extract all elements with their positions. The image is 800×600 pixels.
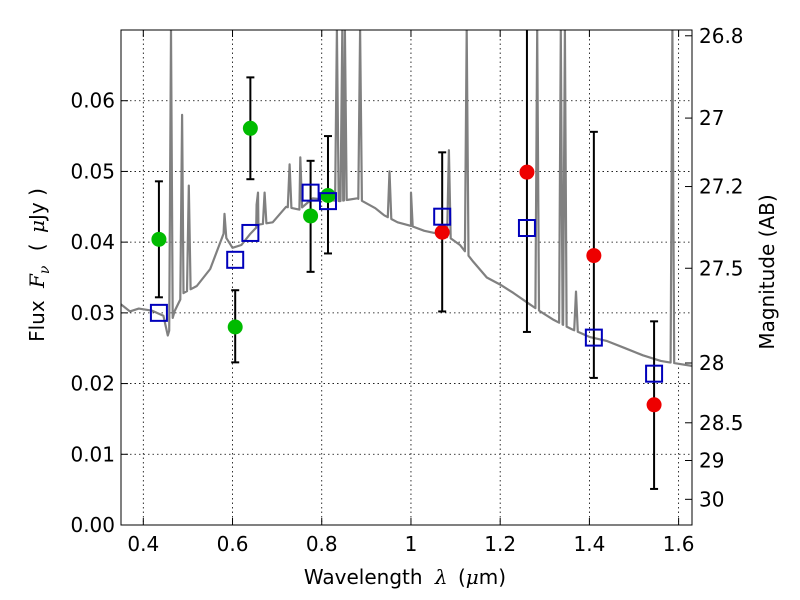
green-data-point bbox=[242, 120, 258, 136]
red-data-point bbox=[519, 164, 535, 180]
template-spectrum-line bbox=[121, 30, 692, 367]
plot-frame bbox=[120, 29, 693, 526]
y-tick-label: 0.03 bbox=[70, 301, 115, 325]
x-tick-label: 0.6 bbox=[217, 532, 249, 556]
y2-tick-label: 28 bbox=[699, 351, 724, 375]
y-tick-label: 0.00 bbox=[70, 513, 115, 537]
plot-area bbox=[121, 30, 692, 490]
model-square-marker bbox=[149, 303, 168, 322]
model-square-marker bbox=[584, 328, 603, 347]
red-data-point bbox=[434, 224, 450, 240]
y2-tick-label: 29 bbox=[699, 449, 724, 473]
green-data-point bbox=[151, 231, 167, 247]
green-data-point bbox=[320, 187, 336, 203]
model-square-marker bbox=[241, 223, 260, 242]
y2-tick-label: 27.5 bbox=[699, 256, 744, 280]
y2-axis: 26.8 27 27.2 27.5 28 28.5 29 30 bbox=[685, 24, 744, 511]
red-data-point bbox=[646, 397, 662, 413]
y2-axis-label: Magnitude (AB) bbox=[755, 194, 779, 349]
model-square-marker bbox=[318, 192, 337, 211]
y-tick-label: 0.06 bbox=[70, 89, 115, 113]
x-axis-label: Wavelength λ (μm) bbox=[304, 565, 506, 589]
x-tick-label: 1.6 bbox=[663, 532, 695, 556]
model-square-marker bbox=[226, 250, 245, 269]
red-data-point bbox=[586, 248, 602, 264]
green-data-point bbox=[227, 319, 243, 335]
y-tick-label: 0.05 bbox=[70, 159, 115, 183]
y2-tick-label: 28.5 bbox=[699, 411, 744, 435]
y2-tick-label: 27 bbox=[699, 106, 724, 130]
grid bbox=[121, 30, 692, 525]
x-tick-label: 0.4 bbox=[127, 532, 159, 556]
y-tick-label: 0.01 bbox=[70, 442, 115, 466]
y2-tick-label: 26.8 bbox=[699, 24, 744, 48]
x-tick-label: 1.2 bbox=[484, 532, 516, 556]
x-tick-label: 1 bbox=[405, 532, 418, 556]
model-square-marker bbox=[301, 183, 320, 202]
y2-tick-label: 27.2 bbox=[699, 175, 744, 199]
y2-tick-label: 30 bbox=[699, 487, 724, 511]
y-axis-label: Flux Fν ( μJy ) bbox=[25, 188, 54, 342]
y-tick-label: 0.04 bbox=[70, 230, 115, 254]
model-square-marker bbox=[645, 364, 664, 383]
green-data-point bbox=[303, 208, 319, 224]
model-square-marker bbox=[433, 207, 452, 226]
x-tick-label: 1.4 bbox=[573, 532, 605, 556]
model-square-marker bbox=[517, 219, 536, 237]
x-axis: 0.4 0.6 0.8 1 1.2 1.4 1.6 bbox=[127, 30, 695, 556]
x-tick-label: 0.8 bbox=[306, 532, 338, 556]
y-axis: 0.00 0.01 0.02 0.03 0.04 0.05 0.06 bbox=[70, 89, 128, 537]
y-tick-label: 0.02 bbox=[70, 372, 115, 396]
